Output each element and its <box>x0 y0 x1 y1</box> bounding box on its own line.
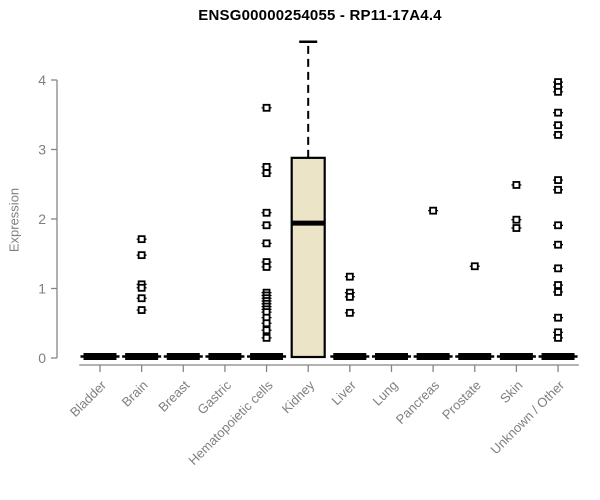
y-tick-label: 1 <box>38 281 46 297</box>
outlier-point <box>262 333 271 342</box>
outlier-point <box>554 131 562 139</box>
outlier-point <box>554 288 562 296</box>
boxplot-brain <box>122 235 162 360</box>
outlier-point <box>512 181 521 189</box>
boxplot-kidney <box>290 40 326 359</box>
boxplot-prostate <box>455 262 495 360</box>
outlier-point <box>137 283 146 292</box>
zero-bar <box>416 353 450 360</box>
zero-bar <box>83 353 117 360</box>
outlier-point <box>470 262 479 271</box>
outlier-point <box>554 176 562 184</box>
outlier-point <box>262 239 271 248</box>
chart-title: ENSG00000254055 - RP11-17A4.4 <box>198 7 442 24</box>
y-axis: 0 1 2 3 4 <box>38 72 58 366</box>
boxplot-pancreas <box>413 206 453 360</box>
outlier-point <box>262 263 271 271</box>
zero-bar <box>541 353 575 360</box>
zero-bar <box>250 353 284 360</box>
x-tick-label-skin: Skin <box>497 378 525 406</box>
outlier-point <box>137 306 146 314</box>
x-tick-label-lung: Lung <box>370 378 401 409</box>
outlier-point <box>262 162 271 171</box>
outlier-point <box>512 224 521 232</box>
outlier-point <box>554 121 562 130</box>
x-tick-label-liver: Liver <box>328 377 359 408</box>
boxplot-breast <box>163 353 203 360</box>
outlier-point <box>554 281 562 289</box>
boxplot-lung <box>371 353 411 360</box>
zero-bar <box>333 353 367 360</box>
x-tick-label-prostate: Prostate <box>439 378 484 423</box>
y-tick-label: 4 <box>38 72 46 88</box>
outlier-point <box>429 206 438 215</box>
y-tick-label: 0 <box>38 350 46 366</box>
outlier-point <box>262 169 271 178</box>
boxplot-hematopoietic-cells <box>247 103 287 360</box>
x-tick-label-bladder: Bladder <box>67 377 110 420</box>
x-tick-label-gastric: Gastric <box>194 377 234 417</box>
box-body <box>290 156 326 359</box>
outlier-point <box>262 221 271 230</box>
zero-bar <box>208 353 242 360</box>
outlier-point <box>137 235 146 244</box>
outlier-point <box>554 221 562 230</box>
outlier-point <box>554 333 562 342</box>
outlier-point <box>345 272 354 281</box>
outlier-point <box>137 294 146 303</box>
outlier-point <box>345 292 354 301</box>
zero-bar <box>166 353 200 360</box>
outlier-point <box>262 326 271 335</box>
outlier-point <box>554 185 562 194</box>
boxplot-unknown-other <box>538 78 578 360</box>
boxplot-gastric <box>205 353 245 360</box>
outlier-point <box>554 313 562 322</box>
outlier-point <box>554 240 562 249</box>
zero-bar <box>125 353 159 360</box>
outlier-point <box>554 108 562 117</box>
x-tick-label-pancreas: Pancreas <box>393 377 443 427</box>
zero-bar <box>458 353 492 360</box>
outlier-point <box>554 87 562 96</box>
zero-bar <box>374 353 408 360</box>
boxplot-skin <box>496 181 536 360</box>
x-tick-label-kidney: Kidney <box>279 377 318 416</box>
boxplot-bladder <box>80 353 120 360</box>
y-tick-label: 3 <box>38 142 46 158</box>
x-tick-label-brain: Brain <box>119 378 151 410</box>
outlier-point <box>345 308 354 317</box>
outlier-point <box>262 208 271 217</box>
outlier-point <box>262 103 271 112</box>
outlier-point <box>137 251 146 260</box>
outlier-point <box>262 319 271 328</box>
outlier-point <box>554 264 562 273</box>
outlier-point <box>512 215 521 224</box>
x-tick-label-breast: Breast <box>155 377 192 414</box>
y-tick-label: 2 <box>38 211 46 227</box>
zero-bar <box>499 353 533 360</box>
boxplot-liver <box>330 272 370 360</box>
x-tick-label-unknown-other: Unknown / Other <box>488 377 568 457</box>
